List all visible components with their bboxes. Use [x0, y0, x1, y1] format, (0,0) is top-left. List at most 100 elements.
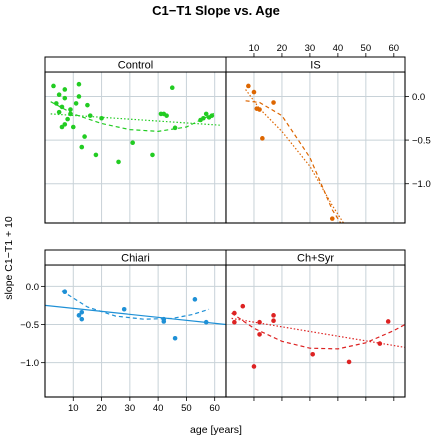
data-point [257, 107, 262, 112]
data-point [203, 111, 209, 117]
data-point [172, 335, 178, 341]
y-tick-label: −1.0 [412, 179, 431, 190]
data-point [251, 364, 257, 369]
data-point [240, 303, 246, 309]
y-tick-label: 0.0 [26, 282, 39, 293]
fit-line-quadratic [50, 101, 215, 133]
data-point [62, 95, 68, 101]
data-point [70, 124, 76, 130]
fit-lines [50, 101, 221, 133]
data-point [93, 152, 99, 158]
strip-label: Ch+Syr [297, 253, 334, 265]
data-point [68, 111, 73, 117]
data-point [172, 125, 178, 131]
data-point [56, 109, 62, 115]
data-point [257, 332, 262, 337]
data-point [79, 310, 85, 315]
data-point [271, 318, 276, 323]
data-point [209, 113, 215, 118]
data-point [260, 136, 265, 141]
data-point [232, 310, 237, 316]
x-tick-label: 40 [153, 403, 164, 414]
data-point [203, 319, 209, 325]
data-point [85, 102, 90, 108]
chart-title: C1−T1 Slope vs. Age [152, 3, 280, 18]
data-point [377, 341, 383, 346]
data-point [56, 92, 62, 97]
data-point [164, 113, 169, 118]
x-tick-label: 60 [389, 43, 400, 54]
y-axis-title: slope C1−T1 + 10 [3, 216, 15, 300]
data-point [246, 83, 251, 89]
data-point [76, 81, 82, 87]
data-point [257, 319, 262, 325]
x-tick-label: 60 [209, 403, 220, 414]
data-point [76, 94, 82, 99]
data-point [271, 100, 276, 105]
fit-line-quadratic [245, 100, 342, 223]
panel-background [45, 72, 226, 223]
y-tick-label: −0.5 [20, 320, 39, 331]
data-point [130, 140, 135, 145]
fit-line-linear [245, 89, 345, 223]
panel-background [226, 265, 405, 397]
strip-label: Control [118, 60, 153, 72]
data-point [54, 101, 59, 106]
panel-control: Control [44, 56, 227, 224]
data-point [116, 159, 121, 165]
panel-background [226, 72, 405, 223]
strip-box [225, 249, 406, 266]
strip-label: Chiari [121, 253, 150, 265]
data-point [161, 316, 167, 322]
data-point [99, 115, 104, 121]
fit-lines [245, 89, 345, 223]
data-point [121, 306, 127, 312]
data-point [87, 113, 93, 118]
fit-line-quadratic [61, 290, 210, 320]
data-point [329, 216, 335, 221]
fit-lines [45, 290, 226, 326]
panel-background [45, 265, 226, 397]
data-point [346, 359, 352, 365]
y-tick-label: 0.0 [412, 92, 425, 103]
fit-line-linear [45, 304, 226, 326]
data-point [251, 89, 257, 95]
data-point [73, 101, 79, 106]
data-point [62, 87, 68, 92]
data-point [192, 297, 198, 302]
data-point [62, 122, 68, 127]
data-point [79, 144, 85, 150]
data-point [201, 115, 206, 121]
x-tick-label: 10 [68, 403, 79, 414]
panel-grid: Control IS 10 20 30 40 50 60 0.0 −0.5 −1.0 Chiari 10… [20, 43, 431, 414]
x-tick-label: 50 [181, 403, 192, 414]
panel-is: IS 10 20 30 40 50 60 0.0 −0.5 −1.0 [225, 43, 431, 224]
x-tick-label: 30 [305, 43, 316, 54]
fit-line-quadratic [231, 312, 405, 350]
x-tick-label: 50 [361, 43, 372, 54]
data-point [150, 152, 155, 158]
panel-chiari: Chiari 10 20 30 40 50 60 0.0 −0.5 −1.0 [20, 249, 227, 414]
strip-label: IS [310, 60, 320, 72]
data-point [62, 289, 68, 295]
x-tick-label: 10 [249, 43, 260, 54]
x-axis-title: age [years] [190, 424, 242, 436]
x-tick-label: 20 [277, 43, 288, 54]
strip-box [225, 56, 406, 73]
data-point [76, 313, 82, 318]
data-point [232, 319, 237, 325]
x-tick-label: 20 [96, 403, 107, 414]
data-point [169, 85, 175, 91]
x-tick-label: 40 [333, 43, 344, 54]
data-point [65, 116, 70, 122]
data-point [271, 313, 276, 318]
data-point [68, 107, 73, 112]
y-tick-label: −1.0 [20, 358, 39, 369]
data-point [82, 134, 87, 139]
x-tick-label: 30 [125, 403, 136, 414]
data-point [385, 319, 391, 324]
data-point [310, 351, 316, 357]
data-point [59, 104, 65, 110]
panel-ch-syr: Ch+Syr [225, 249, 406, 401]
